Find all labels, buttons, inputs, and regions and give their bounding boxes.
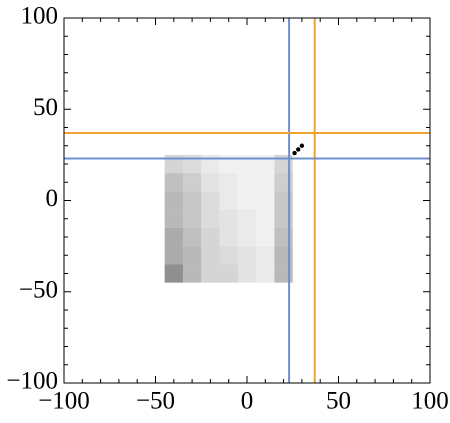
heat-cell <box>256 173 275 192</box>
heat-cell <box>237 227 257 247</box>
heat-cell <box>237 264 257 283</box>
heat-cell <box>219 246 238 265</box>
x-tick-label: −100 <box>38 388 90 415</box>
heat-cell <box>201 209 220 228</box>
heat-cell <box>237 246 257 265</box>
heat-cell <box>219 264 238 283</box>
heat-cell <box>237 209 257 228</box>
heat-cell <box>256 191 275 210</box>
heat-cell <box>182 173 202 192</box>
heat-cell <box>182 227 202 247</box>
x-tick-label: −50 <box>136 388 175 415</box>
point <box>292 150 297 156</box>
heat-cell <box>201 246 220 265</box>
heat-cell <box>219 173 238 192</box>
point <box>299 143 305 148</box>
y-tick-label: −100 <box>6 368 58 395</box>
heat-cell <box>237 173 257 192</box>
heat-cell <box>182 209 202 228</box>
heat-cell <box>201 191 220 210</box>
x-tick-label: 0 <box>241 388 254 415</box>
heat-cell <box>182 246 202 265</box>
heat-cell <box>237 191 257 210</box>
heat-cell <box>182 264 202 283</box>
heat-cell <box>201 173 220 192</box>
heat-cell <box>201 264 220 283</box>
y-tick-label: 100 <box>21 3 59 30</box>
heat-cell <box>164 246 183 265</box>
heat-cell <box>256 227 275 247</box>
point <box>296 147 301 152</box>
heat-cell <box>219 191 238 210</box>
heat-cell <box>164 191 183 210</box>
heat-cell <box>164 173 183 192</box>
heat-cell <box>164 264 183 283</box>
heat-cell <box>164 209 183 228</box>
x-tick-label: 50 <box>326 388 351 415</box>
heat-cell <box>219 209 238 228</box>
heat-cell <box>256 246 275 265</box>
y-tick-label: 0 <box>46 185 59 212</box>
heat-cell <box>164 227 183 247</box>
heat-cell <box>256 264 275 283</box>
heat-cell <box>219 227 238 247</box>
heat-cell <box>201 227 220 247</box>
x-tick-label: 100 <box>411 388 449 415</box>
heat-cell <box>182 191 202 210</box>
y-tick-label: −50 <box>19 276 58 303</box>
y-tick-label: 50 <box>33 94 58 121</box>
heat-cell <box>256 209 275 228</box>
